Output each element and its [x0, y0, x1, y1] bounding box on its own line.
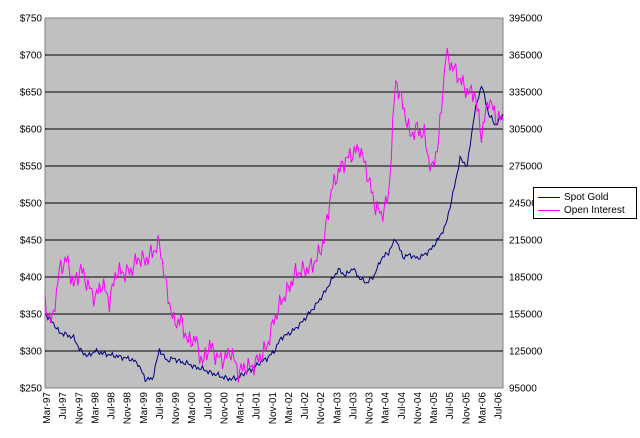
legend-label-spot-gold: Spot Gold	[564, 192, 609, 203]
right-tick-label: 245000	[509, 199, 543, 210]
left-tick-label: $250	[20, 384, 43, 395]
legend-swatch-open-interest	[538, 210, 560, 211]
left-tick-label: $350	[20, 310, 43, 321]
x-tick-label: Mar-04	[381, 392, 392, 424]
left-tick-label: $650	[20, 88, 43, 99]
x-tick-label: Mar-98	[90, 392, 101, 424]
x-tick-label: Jul-00	[203, 392, 214, 420]
left-tick-label: $550	[20, 162, 43, 173]
x-tick-label: Mar-06	[477, 392, 488, 424]
legend-swatch-spot-gold	[538, 197, 560, 198]
x-tick-label: Mar-02	[284, 392, 295, 424]
right-tick-label: 275000	[509, 162, 543, 173]
x-axis-ticks: Mar-97 Jul-97 Nov-97 Mar-98 Jul-98 Nov-98 Mar-…	[42, 392, 505, 425]
x-tick-label: Nov-01	[268, 392, 279, 425]
x-tick-label: Nov-04	[413, 392, 424, 425]
right-tick-label: 155000	[509, 310, 543, 321]
right-tick-label: 125000	[509, 347, 543, 358]
left-axis-ticks: $250 $300 $350 $400 $450 $500 $550 $600 $650 $700…	[20, 14, 43, 395]
x-tick-label: Nov-02	[316, 392, 327, 425]
right-tick-label: 95000	[509, 384, 537, 395]
x-tick-label: Jul-04	[397, 392, 408, 420]
series-line-open-interest	[44, 48, 504, 383]
right-tick-label: 395000	[509, 14, 543, 25]
left-tick-label: $400	[20, 273, 43, 284]
x-tick-label: Nov-99	[171, 392, 182, 425]
legend-label-open-interest: Open Interest	[564, 205, 625, 216]
left-tick-label: $300	[20, 347, 43, 358]
legend-item-open-interest: Open Interest	[538, 204, 625, 217]
x-tick-label: Mar-01	[236, 392, 247, 424]
series-layer	[44, 48, 504, 383]
gridlines	[45, 54, 503, 352]
x-tick-label: Jul-06	[494, 392, 505, 420]
right-axis-ticks: 95000 125000 155000 185000 215000 245000 27500…	[509, 14, 543, 395]
right-tick-label: 305000	[509, 125, 543, 136]
series-line-spot-gold	[44, 85, 504, 383]
legend-item-spot-gold: Spot Gold	[538, 191, 608, 204]
x-tick-label: Jul-99	[155, 392, 166, 420]
x-tick-label: Jul-05	[445, 392, 456, 420]
legend: Spot Gold Open Interest	[533, 187, 637, 219]
x-tick-label: Nov-03	[365, 392, 376, 425]
x-tick-label: Mar-97	[42, 392, 53, 424]
left-tick-label: $600	[20, 125, 43, 136]
x-tick-label: Mar-05	[429, 392, 440, 424]
left-tick-label: $700	[20, 51, 43, 62]
x-tick-label: Nov-00	[219, 392, 230, 425]
x-tick-label: Nov-05	[461, 392, 472, 425]
x-tick-label: Nov-97	[74, 392, 85, 425]
x-tick-label: Jul-01	[252, 392, 263, 420]
x-tick-label: Jul-98	[107, 392, 118, 420]
left-tick-label: $500	[20, 199, 43, 210]
left-tick-label: $450	[20, 236, 43, 247]
x-tick-label: Jul-03	[348, 392, 359, 420]
x-tick-label: Jul-02	[300, 392, 311, 420]
right-tick-label: 215000	[509, 236, 543, 247]
right-tick-label: 185000	[509, 273, 543, 284]
x-tick-label: Jul-97	[58, 392, 69, 420]
right-tick-label: 365000	[509, 51, 543, 62]
left-tick-label: $750	[20, 14, 43, 25]
right-tick-label: 335000	[509, 88, 543, 99]
x-tick-label: Mar-03	[332, 392, 343, 424]
x-tick-label: Nov-98	[123, 392, 134, 425]
x-tick-label: Mar-00	[187, 392, 198, 424]
x-tick-label: Mar-99	[139, 392, 150, 424]
